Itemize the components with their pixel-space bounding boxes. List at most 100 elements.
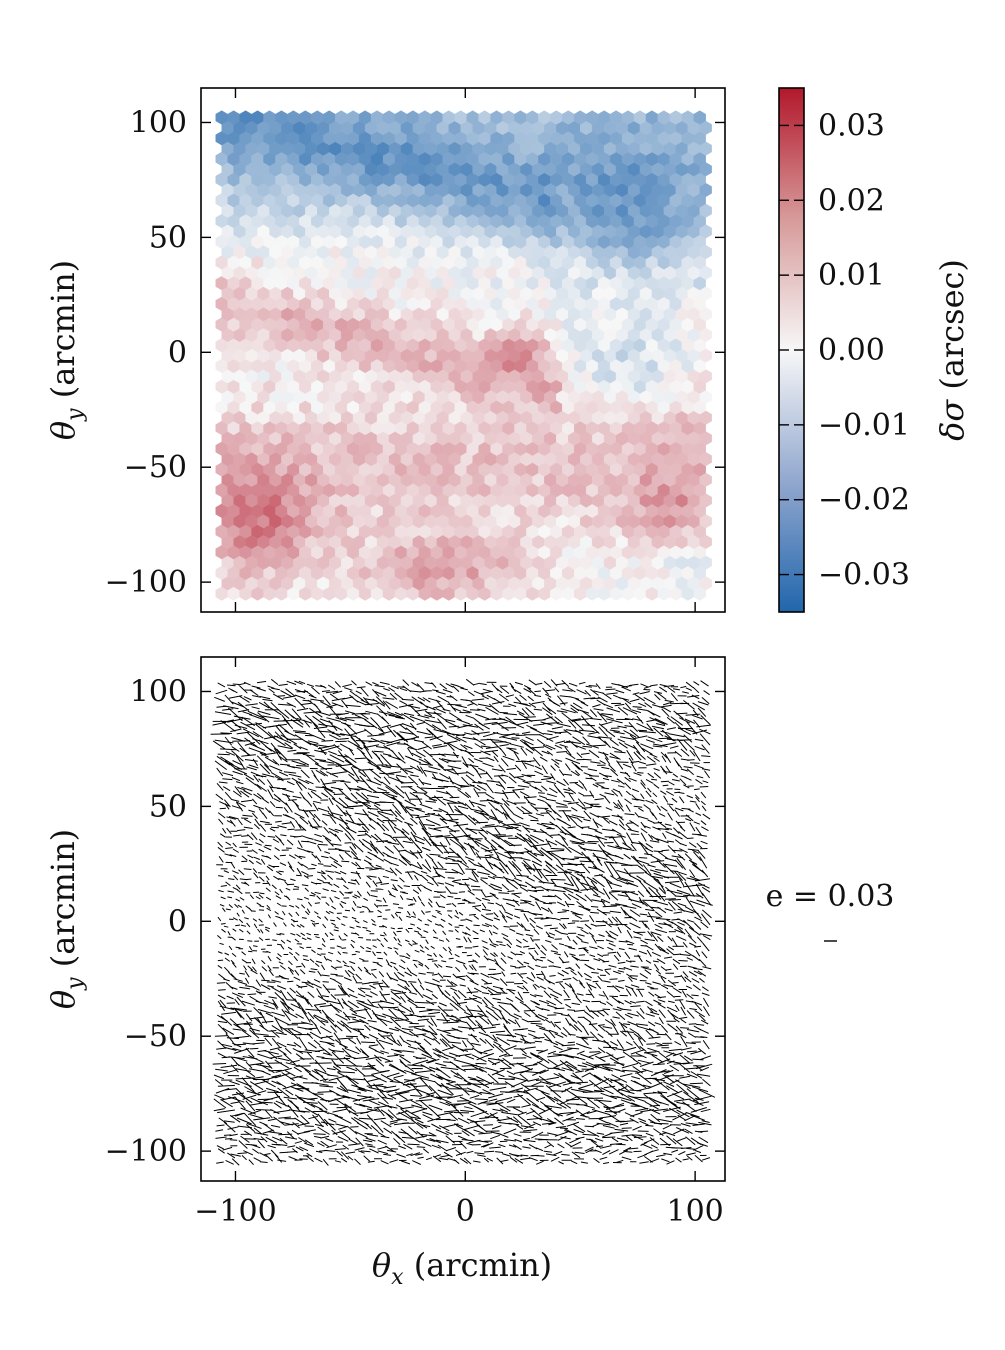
- whisker: [230, 959, 235, 965]
- whisker: [655, 890, 666, 902]
- whisker: [228, 878, 235, 880]
- whisker: [357, 966, 363, 972]
- whisker: [252, 918, 258, 922]
- whisker: [228, 945, 233, 951]
- whisker: [401, 1027, 414, 1031]
- whisker: [454, 929, 459, 933]
- whisker: [618, 940, 628, 943]
- whisker: [645, 982, 652, 985]
- whisker: [307, 1097, 318, 1100]
- whisker: [540, 917, 550, 920]
- whisker: [596, 1099, 611, 1109]
- whisker: [285, 1062, 301, 1067]
- whisker: [682, 1101, 697, 1113]
- whisker: [364, 1024, 371, 1031]
- whisker: [656, 1033, 667, 1036]
- whisker: [484, 982, 493, 985]
- whisker: [332, 1108, 348, 1113]
- whisker: [522, 1146, 531, 1149]
- whisker: [492, 997, 501, 1001]
- whisker: [259, 1161, 268, 1163]
- whisker: [351, 916, 357, 920]
- whisker: [345, 1075, 359, 1085]
- whisker: [557, 1143, 565, 1149]
- whisker: [534, 898, 546, 904]
- whisker: [553, 997, 563, 1005]
- whisker: [237, 992, 245, 995]
- whisker: [440, 1012, 449, 1023]
- whisker: [527, 1029, 536, 1033]
- whisker: [605, 930, 613, 938]
- whisker: [641, 921, 648, 928]
- whisker: [488, 938, 493, 944]
- whisker: [679, 953, 691, 956]
- whisker: [689, 900, 705, 907]
- whisker: [429, 1138, 442, 1144]
- whisker: [547, 980, 556, 985]
- whisker: [459, 984, 466, 987]
- whisker: [471, 1065, 484, 1072]
- whisker: [432, 929, 437, 934]
- whisker: [529, 895, 539, 901]
- whisker: [685, 1111, 700, 1118]
- whisker: [239, 897, 245, 901]
- whisker: [330, 994, 337, 1000]
- whisker: [700, 1019, 709, 1025]
- whisker: [589, 1072, 602, 1082]
- whisker: [554, 929, 562, 934]
- whisker: [600, 1087, 614, 1095]
- whisker: [549, 993, 559, 999]
- whisker: [273, 1102, 282, 1109]
- whisker: [691, 978, 700, 984]
- whisker: [253, 945, 258, 947]
- whisker: [366, 891, 371, 897]
- whisker: [499, 978, 508, 987]
- whisker: [392, 931, 397, 936]
- whisker: [439, 923, 444, 928]
- whisker: [306, 980, 314, 986]
- whisker: [420, 936, 426, 938]
- whisker: [614, 1104, 625, 1108]
- whisker: [268, 1030, 277, 1032]
- whisker: [699, 1066, 709, 1072]
- whisker: [545, 1153, 557, 1157]
- whisker: [410, 923, 416, 926]
- whisker: [657, 1091, 668, 1094]
- whisker: [258, 937, 264, 941]
- whisker: [648, 991, 655, 997]
- whisker: [554, 1021, 561, 1024]
- whisker: [639, 1007, 645, 1014]
- whisker: [259, 892, 265, 895]
- whisker: [427, 901, 433, 908]
- whisker: [580, 920, 590, 922]
- whisker: [265, 1012, 274, 1017]
- whisker: [543, 990, 552, 999]
- whisker: [576, 1043, 586, 1048]
- whisker: [581, 1072, 591, 1078]
- whisker: [478, 1015, 490, 1025]
- whisker: [524, 881, 537, 890]
- whisker: [565, 1060, 578, 1069]
- whisker: [524, 929, 531, 932]
- whisker: [219, 942, 224, 945]
- whisker: [609, 1045, 616, 1051]
- whisker: [301, 904, 306, 909]
- whisker: [297, 898, 303, 901]
- whisker: [264, 1153, 271, 1156]
- whisker: [297, 1096, 315, 1101]
- whisker: [532, 1121, 542, 1126]
- whisker: [438, 954, 443, 959]
- whisker: [231, 1158, 240, 1166]
- whisker: [550, 950, 559, 953]
- whisker: [577, 971, 583, 978]
- whisker: [543, 977, 551, 984]
- whisker: [697, 970, 707, 977]
- whisker: [408, 942, 413, 947]
- whisker: [675, 1157, 682, 1163]
- whisker: [488, 1098, 498, 1102]
- whisker: [530, 1022, 543, 1025]
- whisker: [688, 926, 701, 936]
- whisker: [560, 1014, 569, 1017]
- whisker: [639, 1161, 649, 1164]
- whisker: [287, 1028, 299, 1040]
